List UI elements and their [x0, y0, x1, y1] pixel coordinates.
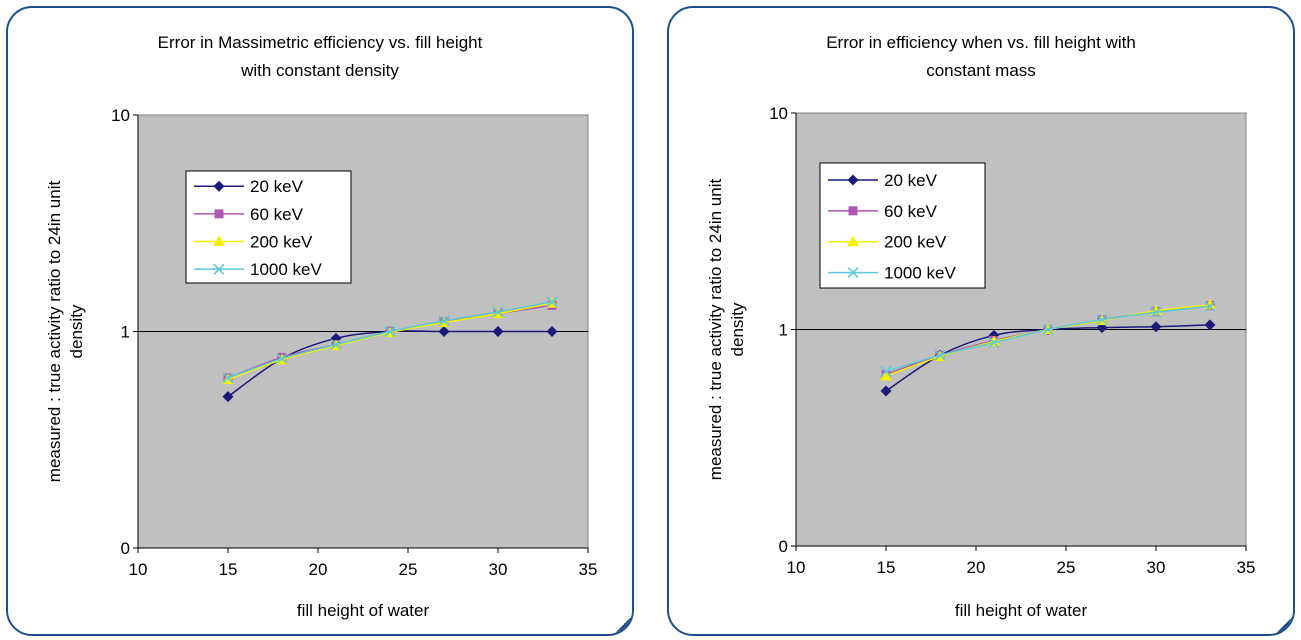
- x-marker: [276, 352, 288, 365]
- x-marker: [988, 337, 1000, 349]
- legend: 20 keV 60 keV 200 keV 1000 keV: [819, 162, 986, 289]
- diamond-marker: [880, 385, 892, 397]
- diamond-marker: [438, 326, 450, 337]
- legend-box: [185, 170, 352, 284]
- x-marker: [847, 267, 859, 279]
- x-marker: [438, 315, 450, 327]
- diamond-marker: [213, 180, 225, 192]
- chart-left: Error in Massimetric efficiency vs. fill…: [45, 33, 598, 620]
- legend-label: 200 keV: [250, 233, 313, 252]
- corner-decoration: [614, 616, 632, 634]
- x-marker: [1042, 323, 1054, 336]
- triangle-marker: [847, 235, 859, 247]
- x-axis-label: fill height of water: [297, 601, 430, 620]
- chart-title: Error in Massimetric efficiency vs. fill…: [158, 33, 483, 52]
- x-tick-label: 10: [787, 558, 806, 577]
- chart-right: Error in efficiency when vs. fill height…: [706, 33, 1256, 620]
- y-tick-label: 0: [779, 537, 788, 556]
- legend-label: 20 keV: [250, 177, 304, 196]
- diamond-marker: [492, 326, 504, 337]
- x-tick-label: 30: [489, 560, 508, 579]
- x-marker: [934, 349, 946, 361]
- x-marker: [213, 263, 225, 275]
- chart-panel-left: Error in Massimetric efficiency vs. fill…: [6, 6, 634, 636]
- x-marker: [1096, 314, 1108, 326]
- square-marker: [214, 209, 224, 219]
- x-tick-label: 10: [129, 560, 148, 579]
- y-axis-label: density: [67, 304, 86, 358]
- legend-label: 1000 keV: [250, 260, 322, 279]
- y-axis-label: measured : true activity ratio to 24in u…: [45, 181, 64, 483]
- square-marker: [848, 206, 858, 216]
- x-tick-label: 30: [1147, 558, 1166, 577]
- x-marker: [330, 339, 342, 351]
- chart-panel-right: Error in efficiency when vs. fill height…: [667, 6, 1295, 636]
- corner-decoration: [1275, 616, 1293, 634]
- x-marker: [880, 365, 892, 378]
- legend: 20 keV 60 keV 200 keV 1000 keV: [185, 170, 352, 284]
- x-marker: [384, 325, 396, 338]
- chart-title: with constant density: [240, 61, 399, 80]
- y-tick-label: 10: [111, 106, 130, 125]
- y-tick-label: 1: [779, 321, 788, 340]
- x-marker: [492, 306, 504, 318]
- y-tick-label: 1: [121, 323, 130, 342]
- x-tick-label: 15: [219, 560, 238, 579]
- chart-title: Error in efficiency when vs. fill height…: [826, 33, 1136, 52]
- chart-title: constant mass: [926, 61, 1036, 80]
- diamond-marker: [222, 391, 234, 403]
- x-marker: [1204, 300, 1216, 312]
- x-tick-label: 15: [877, 558, 896, 577]
- triangle-marker: [880, 369, 892, 381]
- series-1000-kev: [222, 296, 558, 384]
- legend-label: 1000 keV: [884, 264, 956, 283]
- y-tick-label: 0: [121, 539, 130, 558]
- x-tick-label: 25: [399, 560, 418, 579]
- x-tick-label: 35: [1237, 558, 1256, 577]
- diamond-marker: [1204, 319, 1216, 331]
- legend-label: 60 keV: [884, 202, 938, 221]
- x-marker: [1150, 306, 1162, 318]
- legend-label: 60 keV: [250, 205, 304, 224]
- x-marker: [546, 296, 558, 308]
- y-axis-label: density: [728, 302, 747, 356]
- legend-label: 20 keV: [884, 171, 938, 190]
- y-axis-label: measured : true activity ratio to 24in u…: [706, 179, 725, 481]
- triangle-marker: [213, 235, 225, 247]
- x-tick-label: 25: [1057, 558, 1076, 577]
- x-tick-label: 20: [309, 560, 328, 579]
- y-tick-label: 10: [769, 104, 788, 123]
- diamond-marker: [847, 174, 859, 186]
- diamond-marker: [546, 326, 558, 337]
- x-tick-label: 35: [579, 560, 598, 579]
- x-axis-label: fill height of water: [955, 601, 1088, 620]
- x-marker: [222, 372, 234, 384]
- diamond-marker: [1150, 321, 1162, 333]
- legend-label: 200 keV: [884, 233, 947, 252]
- series-1000-kev: [880, 300, 1216, 378]
- x-tick-label: 20: [967, 558, 986, 577]
- legend-box: [819, 162, 986, 289]
